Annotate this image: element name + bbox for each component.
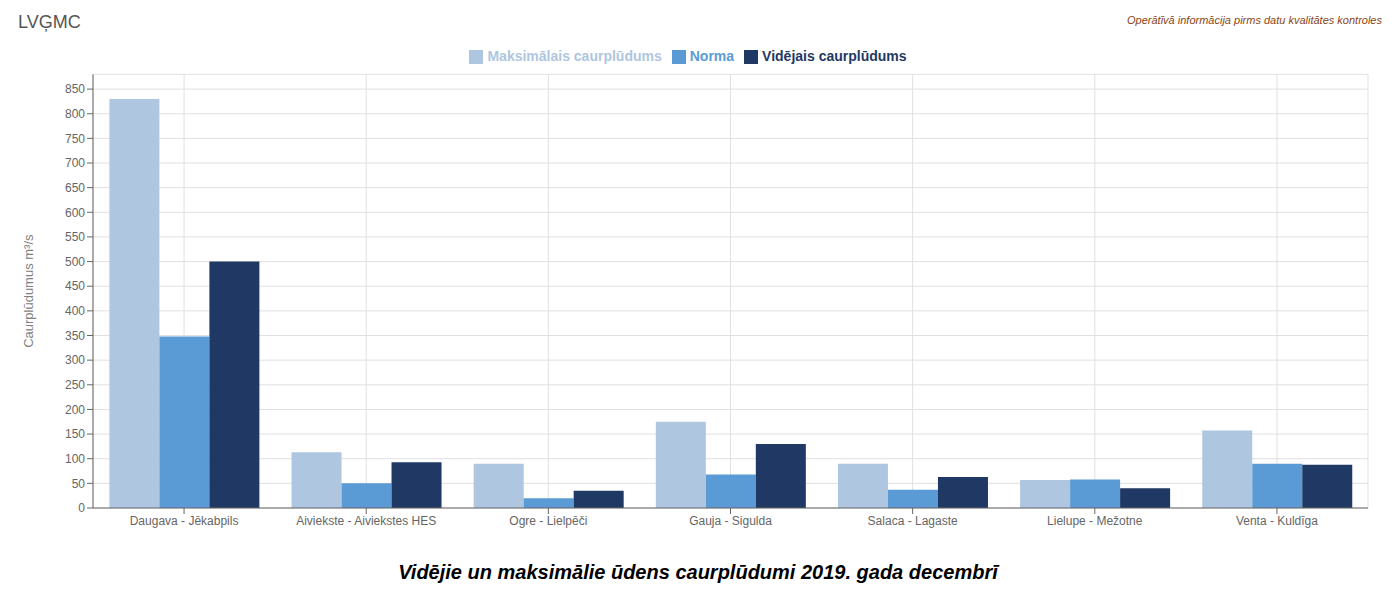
svg-text:250: 250 [65,378,85,392]
svg-text:850: 850 [65,82,85,96]
html-text:Maksimālais caurplūdums: Maksimālais caurplūdums [487,48,662,64]
svg-text:100: 100 [65,452,85,466]
svg-text:Venta - Kuldīga: Venta - Kuldīga [1236,514,1318,528]
svg-text:50: 50 [72,477,86,491]
svg-text:Caurplūdumus m³/s: Caurplūdumus m³/s [21,234,36,348]
svg-text:Aiviekste - Aiviekstes HES: Aiviekste - Aiviekstes HES [296,514,436,528]
svg-text:500: 500 [65,255,85,269]
svg-text:350: 350 [65,329,85,343]
svg-text:400: 400 [65,304,85,318]
svg-text:300: 300 [65,353,85,367]
svg-text:700: 700 [65,156,85,170]
svg-text:0: 0 [78,501,85,515]
svg-text:Salaca - Lagaste: Salaca - Lagaste [868,514,958,528]
svg-text:550: 550 [65,230,85,244]
svg-text:Lielupe - Mežotne: Lielupe - Mežotne [1047,514,1143,528]
svg-text:Gauja - Sigulda: Gauja - Sigulda [689,514,772,528]
svg-text:600: 600 [65,206,85,220]
svg-text:650: 650 [65,181,85,195]
svg-text:150: 150 [65,427,85,441]
html-text:Operātīvā informācija pirms da: Operātīvā informācija pirms datu kvalitā… [1127,14,1382,26]
html-text:LVĢMC: LVĢMC [18,12,81,32]
svg-text:450: 450 [65,279,85,293]
svg-text:200: 200 [65,403,85,417]
svg-text:750: 750 [65,132,85,146]
svg-text:Daugava - Jēkabpils: Daugava - Jēkabpils [130,514,239,528]
svg-text:Ogre - Lielpēči: Ogre - Lielpēči [509,514,587,528]
svg-text:800: 800 [65,107,85,121]
html-text:Norma: Norma [689,48,735,64]
html-text:Vidējie un maksimālie ūdens ca: Vidējie un maksimālie ūdens caurplūdumi … [398,561,998,583]
html-text:Vidējais caurplūdums: Vidējais caurplūdums [762,48,907,64]
